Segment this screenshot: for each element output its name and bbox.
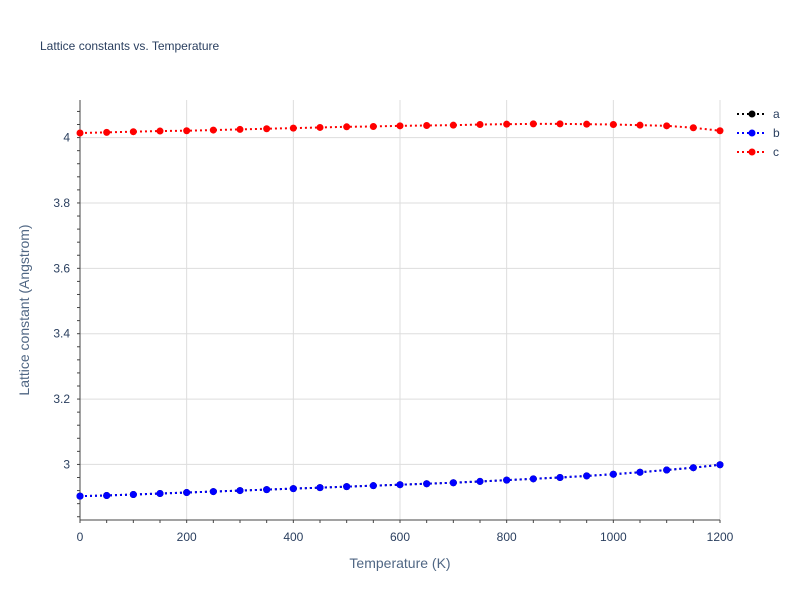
data-point-b <box>369 482 377 490</box>
data-point-b <box>343 483 351 491</box>
y-tick-label: 3.6 <box>53 261 70 275</box>
data-point-c <box>76 129 84 137</box>
x-tick-label: 1200 <box>707 530 734 544</box>
data-point-b <box>663 466 671 474</box>
data-point-c <box>609 121 617 129</box>
legend-item-c[interactable]: c <box>737 145 779 159</box>
y-tick-label: 3.2 <box>53 392 70 406</box>
x-tick-label: 1000 <box>600 530 627 544</box>
data-point-b <box>636 468 644 476</box>
data-point-b <box>236 487 244 495</box>
series-area <box>76 120 724 500</box>
series-b <box>76 461 724 500</box>
data-point-c <box>129 128 137 136</box>
legend-label: b <box>773 126 780 140</box>
data-point-b <box>289 485 297 493</box>
data-point-b <box>263 486 271 494</box>
data-point-b <box>129 491 137 499</box>
data-point-c <box>689 124 697 132</box>
data-point-b <box>423 480 431 488</box>
y-tick-label: 3.8 <box>53 196 70 210</box>
y-tick-label: 3 <box>63 457 70 471</box>
data-point-c <box>476 121 484 129</box>
data-point-c <box>343 123 351 131</box>
data-point-c <box>663 122 671 130</box>
data-point-b <box>156 490 164 498</box>
axes: 0 200 400 600 800 1000 1200 3 3.2 3.4 3.6 3.8 4 <box>53 100 734 544</box>
data-point-c <box>396 122 404 130</box>
legend-swatch-marker <box>748 148 756 156</box>
legend-item-a[interactable]: a <box>737 107 780 121</box>
legend-item-b[interactable]: b <box>737 126 780 140</box>
data-point-b <box>503 476 511 484</box>
data-point-b <box>396 481 404 489</box>
data-point-c <box>316 123 324 131</box>
data-point-c <box>156 127 164 135</box>
legend-swatch-marker <box>748 110 756 118</box>
data-point-b <box>103 491 111 499</box>
data-point-c <box>423 121 431 129</box>
data-point-c <box>236 125 244 133</box>
data-point-b <box>583 472 591 480</box>
chart-title: Lattice constants vs. Temperature <box>40 39 220 53</box>
legend-label: a <box>773 107 780 121</box>
data-point-b <box>476 477 484 485</box>
data-point-b <box>556 474 564 482</box>
y-tick-label: 4 <box>63 131 70 145</box>
data-point-c <box>369 122 377 130</box>
data-point-c <box>263 125 271 133</box>
legend-label: c <box>773 145 779 159</box>
x-tick-label: 0 <box>77 530 84 544</box>
grid <box>80 100 721 520</box>
series-c <box>76 120 724 137</box>
data-point-c <box>716 127 724 135</box>
data-point-c <box>556 120 564 128</box>
data-point-b <box>209 488 217 496</box>
data-point-c <box>183 127 191 135</box>
data-point-c <box>529 120 537 128</box>
data-point-b <box>689 464 697 472</box>
data-point-b <box>529 475 537 483</box>
x-tick-label: 200 <box>177 530 197 544</box>
data-point-b <box>609 470 617 478</box>
data-point-c <box>449 121 457 129</box>
x-axis-label: Temperature (K) <box>349 555 450 571</box>
data-point-b <box>183 489 191 497</box>
data-point-c <box>103 128 111 136</box>
data-point-b <box>316 484 324 492</box>
data-point-c <box>583 120 591 128</box>
y-axis-label: Lattice constant (Angstrom) <box>16 224 32 395</box>
x-tick-label: 400 <box>283 530 303 544</box>
legend-swatch-marker <box>748 129 756 137</box>
data-point-b <box>76 492 84 500</box>
data-point-c <box>503 120 511 128</box>
x-tick-label: 800 <box>497 530 517 544</box>
y-tick-label: 3.4 <box>53 327 70 341</box>
legend[interactable]: abc <box>737 107 780 159</box>
data-point-b <box>449 479 457 487</box>
data-point-c <box>209 126 217 134</box>
x-tick-label: 600 <box>390 530 410 544</box>
data-point-b <box>716 461 724 469</box>
data-point-c <box>636 121 644 129</box>
data-point-c <box>289 124 297 132</box>
